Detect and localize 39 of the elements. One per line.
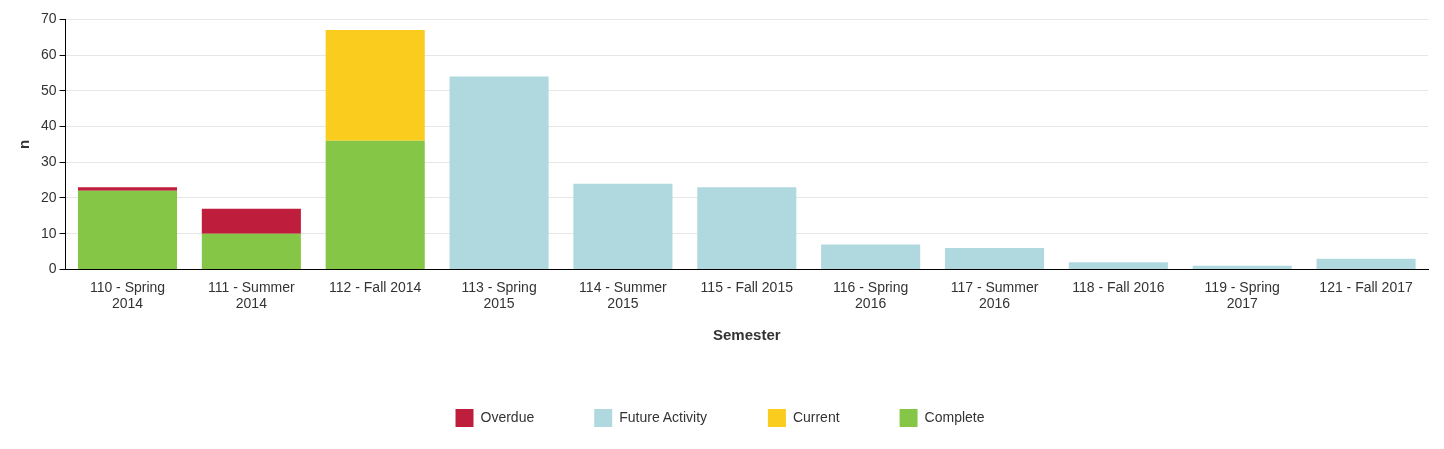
x-tick-label: 111 - Summer 2014 bbox=[208, 278, 295, 312]
x-tick-label: 121 - Fall 2017 bbox=[1319, 278, 1413, 295]
bar bbox=[201, 233, 301, 269]
y-tick-label: 60 bbox=[40, 45, 57, 62]
x-tick-label: 119 - Spring 2017 bbox=[1204, 278, 1280, 312]
bar bbox=[77, 187, 178, 191]
y-tick-label: 30 bbox=[40, 153, 57, 170]
legend-label: Overdue bbox=[480, 408, 535, 425]
x-tick-label: 113 - Spring 2015 bbox=[461, 278, 537, 312]
x-tick-label: 116 - Spring 2016 bbox=[833, 278, 909, 312]
x-tick-label: 114 - Summer 2015 bbox=[579, 278, 668, 312]
bar bbox=[1068, 262, 1168, 269]
bar bbox=[1316, 258, 1416, 269]
y-tick-label: 10 bbox=[40, 224, 57, 241]
bar bbox=[325, 140, 425, 269]
legend-label: Future Activity bbox=[619, 408, 708, 425]
x-tick-label: 118 - Fall 2016 bbox=[1072, 278, 1165, 295]
y-tick-label: 50 bbox=[40, 81, 57, 98]
y-axis-title: n bbox=[15, 139, 33, 149]
x-tick-label: 110 - Spring 2014 bbox=[89, 278, 166, 312]
y-tick-label: 40 bbox=[40, 117, 57, 134]
legend-label: Complete bbox=[924, 408, 985, 425]
bar bbox=[821, 244, 921, 269]
bar bbox=[77, 190, 178, 269]
bar bbox=[325, 30, 425, 141]
bar bbox=[573, 183, 673, 269]
bar bbox=[1192, 265, 1292, 269]
y-tick-label: 20 bbox=[40, 188, 57, 205]
x-tick-label: 112 - Fall 2014 bbox=[329, 278, 422, 295]
bar bbox=[697, 187, 797, 269]
bar bbox=[201, 208, 301, 234]
y-tick-label: 70 bbox=[40, 10, 57, 27]
x-tick-label: 115 - Fall 2015 bbox=[700, 278, 794, 295]
bar bbox=[944, 247, 1045, 269]
bar bbox=[449, 76, 549, 269]
x-tick-label: 117 - Summer 2016 bbox=[950, 278, 1039, 312]
legend-label: Current bbox=[792, 408, 840, 425]
x-axis-title: Semester bbox=[713, 326, 781, 344]
y-tick-label: 0 bbox=[48, 260, 57, 277]
